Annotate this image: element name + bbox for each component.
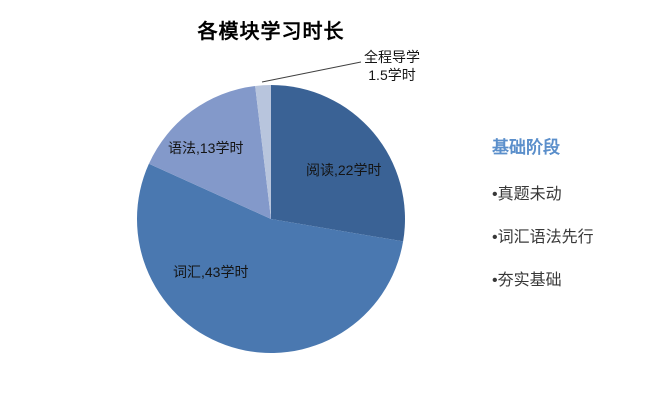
pie-label-guide-line2: 1.5学时 — [368, 67, 416, 83]
pie-slice-3 — [148, 85, 271, 219]
label-leader-line — [261, 61, 362, 83]
pie-label-vocabulary: 词汇,43学时 — [173, 264, 249, 280]
side-panel-heading: 基础阶段 — [492, 138, 560, 157]
side-panel: 基础阶段 •真题未动 •词汇语法先行 •夯实基础 — [492, 133, 594, 290]
pie-slice-2 — [136, 163, 404, 354]
pie-label-reading: 阅读,22学时 — [306, 162, 382, 178]
pie-label-guide: 全程导学 1.5学时 — [352, 48, 432, 84]
pie-slice-1 — [271, 85, 405, 242]
side-panel-item: •夯实基础 — [492, 272, 562, 289]
pie-slices — [136, 85, 405, 354]
side-panel-item: •真题未动 — [492, 186, 562, 203]
side-panel-item: •词汇语法先行 — [492, 229, 594, 246]
pie-label-guide-line1: 全程导学 — [364, 49, 420, 65]
chart-title: 各模块学习时长 — [197, 21, 345, 43]
pie-label-grammar: 语法,13学时 — [168, 140, 244, 156]
pie-slice-4 — [255, 85, 271, 219]
